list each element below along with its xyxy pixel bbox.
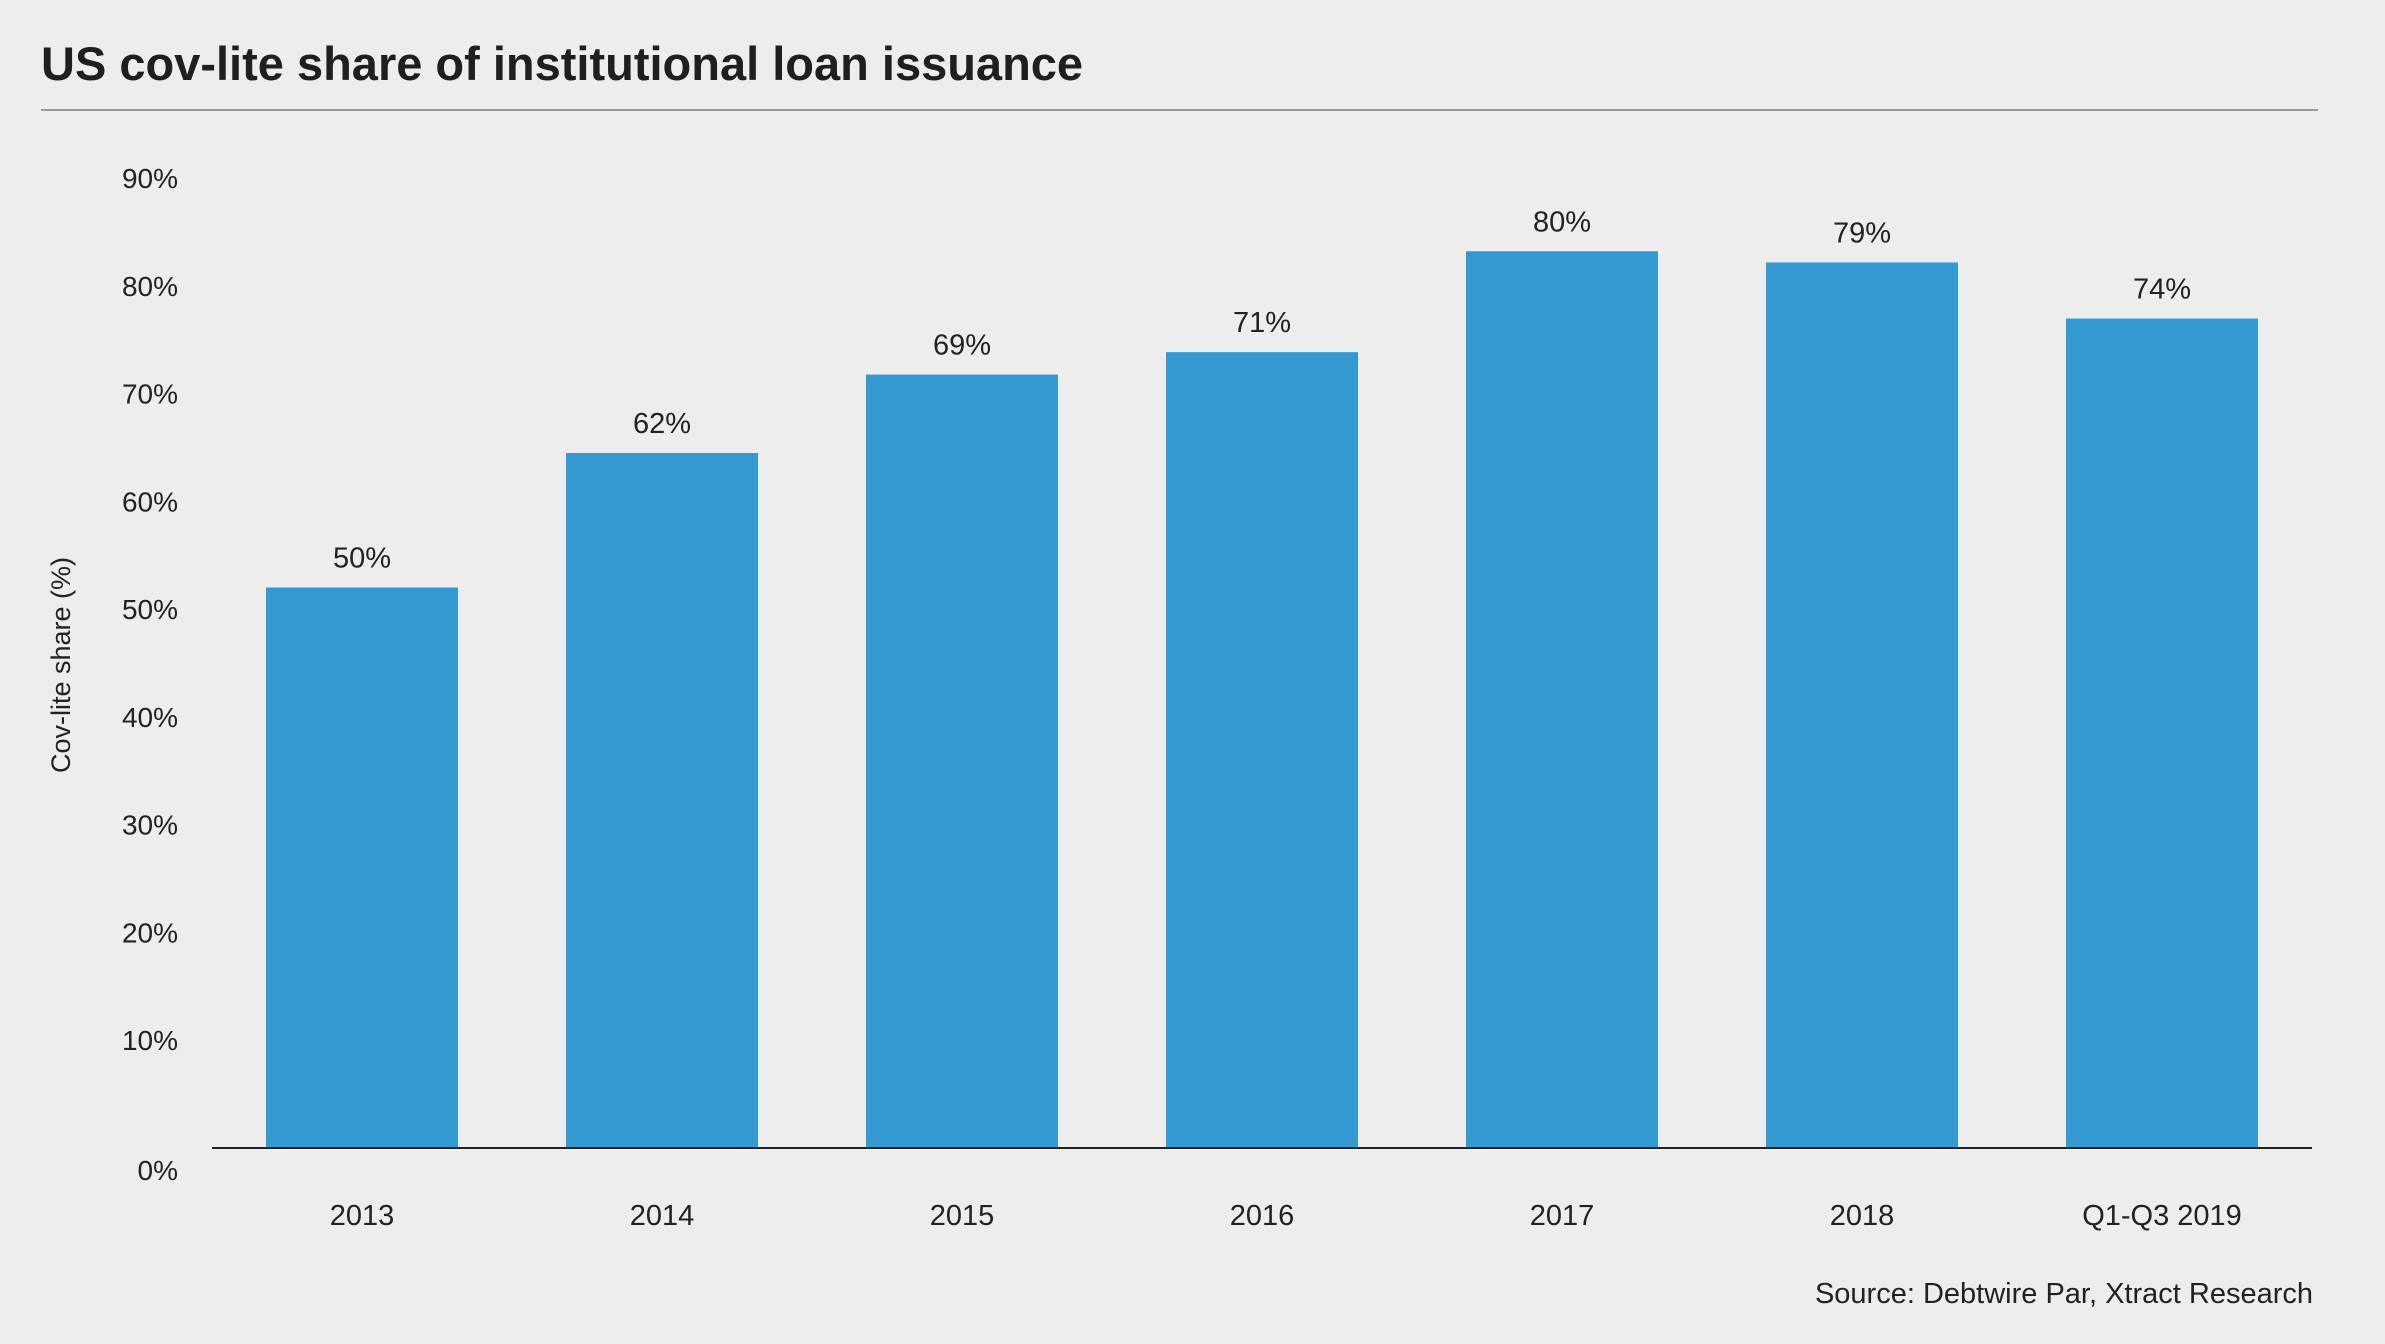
title-divider [41, 109, 2318, 111]
bar [2066, 318, 2258, 1148]
x-tick-label: 2016 [1230, 1200, 1295, 1232]
bar-value-label: 50% [333, 543, 391, 575]
bar-value-label: 80% [1533, 206, 1591, 238]
bar [1466, 251, 1658, 1149]
y-tick-label: 30% [122, 810, 178, 841]
bar [566, 453, 758, 1148]
y-tick-label: 40% [122, 702, 178, 733]
y-tick-label: 70% [122, 379, 178, 410]
bar-value-label: 79% [1833, 217, 1891, 249]
bar-value-label: 74% [2133, 274, 2191, 306]
x-tick-label: 2015 [930, 1200, 995, 1232]
bar [866, 374, 1058, 1148]
bar-value-label: 62% [633, 408, 691, 440]
y-axis-label: Cov-lite share (%) [46, 557, 76, 773]
bar-value-label: 69% [933, 330, 991, 362]
bar [266, 587, 458, 1148]
x-tick-label: 2013 [330, 1200, 395, 1232]
y-axis-ticks: 0% 10% 20% 30% 40% 50% 60% 70% 80% 90% [122, 163, 178, 1186]
data-labels: 50% 62% 69% 71% 80% 79% 74% [333, 206, 2191, 574]
bars [266, 251, 2258, 1149]
bar-value-label: 71% [1233, 307, 1291, 339]
y-tick-label: 0% [138, 1155, 178, 1186]
y-tick-label: 10% [122, 1025, 178, 1056]
x-tick-label: Q1-Q3 2019 [2082, 1200, 2242, 1232]
y-tick-label: 90% [122, 163, 178, 194]
y-tick-label: 60% [122, 486, 178, 517]
x-axis-labels: 2013 2014 2015 2016 2017 2018 Q1-Q3 2019 [330, 1200, 2242, 1232]
source-note: Source: Debtwire Par, Xtract Research [1814, 1278, 2313, 1310]
x-tick-label: 2018 [1830, 1200, 1895, 1232]
y-tick-label: 50% [122, 594, 178, 625]
bar [1166, 352, 1358, 1148]
bar [1766, 262, 1958, 1148]
x-tick-label: 2014 [630, 1200, 695, 1232]
chart-title: US cov-lite share of institutional loan … [41, 37, 1084, 90]
y-tick-label: 80% [122, 271, 178, 302]
x-tick-label: 2017 [1530, 1200, 1595, 1232]
y-tick-label: 20% [122, 917, 178, 948]
